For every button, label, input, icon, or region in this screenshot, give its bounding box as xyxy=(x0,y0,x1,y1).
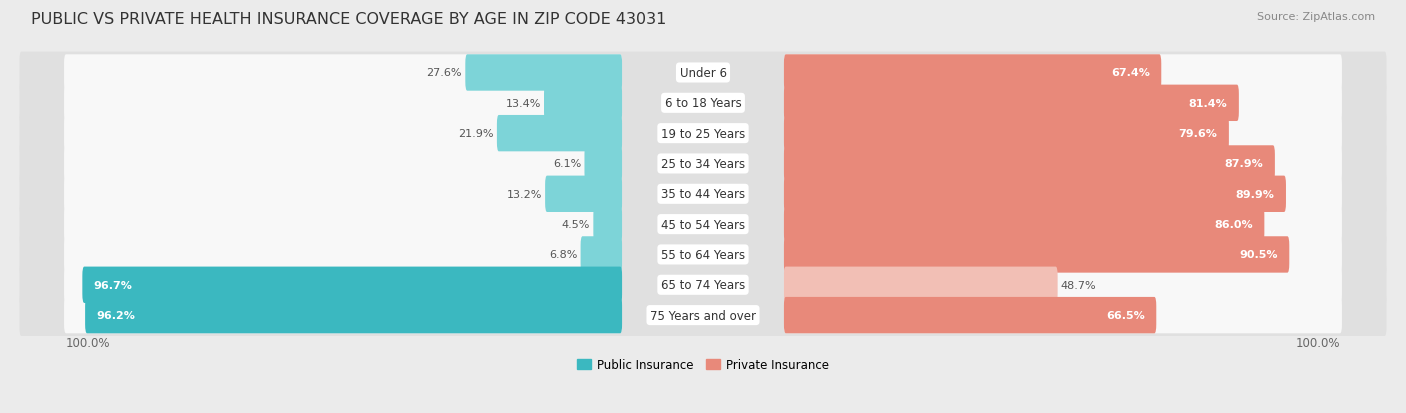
Text: 66.5%: 66.5% xyxy=(1107,310,1144,320)
Text: PUBLIC VS PRIVATE HEALTH INSURANCE COVERAGE BY AGE IN ZIP CODE 43031: PUBLIC VS PRIVATE HEALTH INSURANCE COVER… xyxy=(31,12,666,27)
FancyBboxPatch shape xyxy=(785,55,1341,91)
FancyBboxPatch shape xyxy=(785,176,1286,212)
FancyBboxPatch shape xyxy=(496,116,621,152)
Text: 13.2%: 13.2% xyxy=(506,189,541,199)
Text: 25 to 34 Years: 25 to 34 Years xyxy=(661,158,745,171)
FancyBboxPatch shape xyxy=(785,206,1264,243)
FancyBboxPatch shape xyxy=(585,146,621,182)
FancyBboxPatch shape xyxy=(86,297,621,334)
FancyBboxPatch shape xyxy=(20,264,1386,306)
FancyBboxPatch shape xyxy=(20,294,1386,336)
Text: 87.9%: 87.9% xyxy=(1225,159,1264,169)
FancyBboxPatch shape xyxy=(785,267,1057,303)
FancyBboxPatch shape xyxy=(785,116,1341,152)
FancyBboxPatch shape xyxy=(65,237,621,273)
FancyBboxPatch shape xyxy=(20,83,1386,124)
FancyBboxPatch shape xyxy=(785,55,1161,91)
FancyBboxPatch shape xyxy=(65,85,621,122)
Text: 19 to 25 Years: 19 to 25 Years xyxy=(661,127,745,140)
Text: Source: ZipAtlas.com: Source: ZipAtlas.com xyxy=(1257,12,1375,22)
Text: 55 to 64 Years: 55 to 64 Years xyxy=(661,248,745,261)
FancyBboxPatch shape xyxy=(65,206,621,243)
Text: 35 to 44 Years: 35 to 44 Years xyxy=(661,188,745,201)
FancyBboxPatch shape xyxy=(65,267,621,303)
FancyBboxPatch shape xyxy=(544,85,621,122)
FancyBboxPatch shape xyxy=(20,204,1386,245)
Text: 67.4%: 67.4% xyxy=(1111,68,1150,78)
Text: 65 to 74 Years: 65 to 74 Years xyxy=(661,279,745,292)
FancyBboxPatch shape xyxy=(65,116,621,152)
Text: 27.6%: 27.6% xyxy=(426,68,463,78)
FancyBboxPatch shape xyxy=(20,143,1386,185)
Text: 45 to 54 Years: 45 to 54 Years xyxy=(661,218,745,231)
FancyBboxPatch shape xyxy=(785,146,1341,182)
Text: 86.0%: 86.0% xyxy=(1215,220,1253,230)
FancyBboxPatch shape xyxy=(785,146,1275,182)
FancyBboxPatch shape xyxy=(785,85,1239,122)
FancyBboxPatch shape xyxy=(785,206,1341,243)
FancyBboxPatch shape xyxy=(785,116,1229,152)
FancyBboxPatch shape xyxy=(546,176,621,212)
Text: 96.7%: 96.7% xyxy=(94,280,132,290)
Text: 21.9%: 21.9% xyxy=(458,129,494,139)
FancyBboxPatch shape xyxy=(465,55,621,91)
Legend: Public Insurance, Private Insurance: Public Insurance, Private Insurance xyxy=(572,354,834,376)
FancyBboxPatch shape xyxy=(593,206,621,243)
FancyBboxPatch shape xyxy=(581,237,621,273)
FancyBboxPatch shape xyxy=(785,297,1341,334)
Text: 6 to 18 Years: 6 to 18 Years xyxy=(665,97,741,110)
FancyBboxPatch shape xyxy=(20,173,1386,215)
FancyBboxPatch shape xyxy=(20,113,1386,155)
Text: 4.5%: 4.5% xyxy=(562,220,591,230)
Text: 89.9%: 89.9% xyxy=(1236,189,1274,199)
FancyBboxPatch shape xyxy=(65,297,621,334)
Text: 48.7%: 48.7% xyxy=(1060,280,1097,290)
Text: 6.1%: 6.1% xyxy=(553,159,581,169)
FancyBboxPatch shape xyxy=(785,176,1341,212)
Text: 6.8%: 6.8% xyxy=(548,250,578,260)
Text: 100.0%: 100.0% xyxy=(1295,337,1340,349)
FancyBboxPatch shape xyxy=(65,146,621,182)
Text: 100.0%: 100.0% xyxy=(66,337,111,349)
FancyBboxPatch shape xyxy=(785,267,1341,303)
FancyBboxPatch shape xyxy=(785,85,1341,122)
FancyBboxPatch shape xyxy=(785,237,1341,273)
Text: 75 Years and over: 75 Years and over xyxy=(650,309,756,322)
FancyBboxPatch shape xyxy=(20,52,1386,94)
FancyBboxPatch shape xyxy=(20,234,1386,276)
FancyBboxPatch shape xyxy=(785,297,1156,334)
Text: 90.5%: 90.5% xyxy=(1239,250,1278,260)
Text: 96.2%: 96.2% xyxy=(97,310,135,320)
Text: 81.4%: 81.4% xyxy=(1188,99,1227,109)
Text: Under 6: Under 6 xyxy=(679,67,727,80)
FancyBboxPatch shape xyxy=(65,176,621,212)
FancyBboxPatch shape xyxy=(785,237,1289,273)
FancyBboxPatch shape xyxy=(83,267,621,303)
Text: 79.6%: 79.6% xyxy=(1178,129,1218,139)
Text: 13.4%: 13.4% xyxy=(505,99,541,109)
FancyBboxPatch shape xyxy=(65,55,621,91)
